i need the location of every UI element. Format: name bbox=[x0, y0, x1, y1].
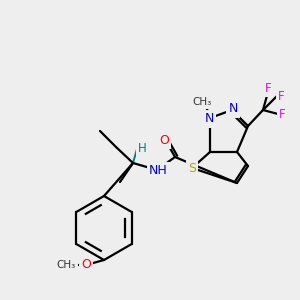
Text: S: S bbox=[188, 161, 196, 175]
Text: F: F bbox=[265, 82, 271, 94]
Text: N: N bbox=[228, 103, 238, 116]
Text: CH₃: CH₃ bbox=[192, 97, 212, 107]
Text: F: F bbox=[278, 89, 284, 103]
Text: H: H bbox=[138, 142, 146, 154]
Text: N: N bbox=[204, 112, 214, 125]
Text: CH₃: CH₃ bbox=[56, 260, 76, 270]
Text: NH: NH bbox=[148, 164, 167, 178]
Text: O: O bbox=[81, 259, 91, 272]
Text: O: O bbox=[159, 134, 169, 146]
Text: F: F bbox=[279, 107, 285, 121]
